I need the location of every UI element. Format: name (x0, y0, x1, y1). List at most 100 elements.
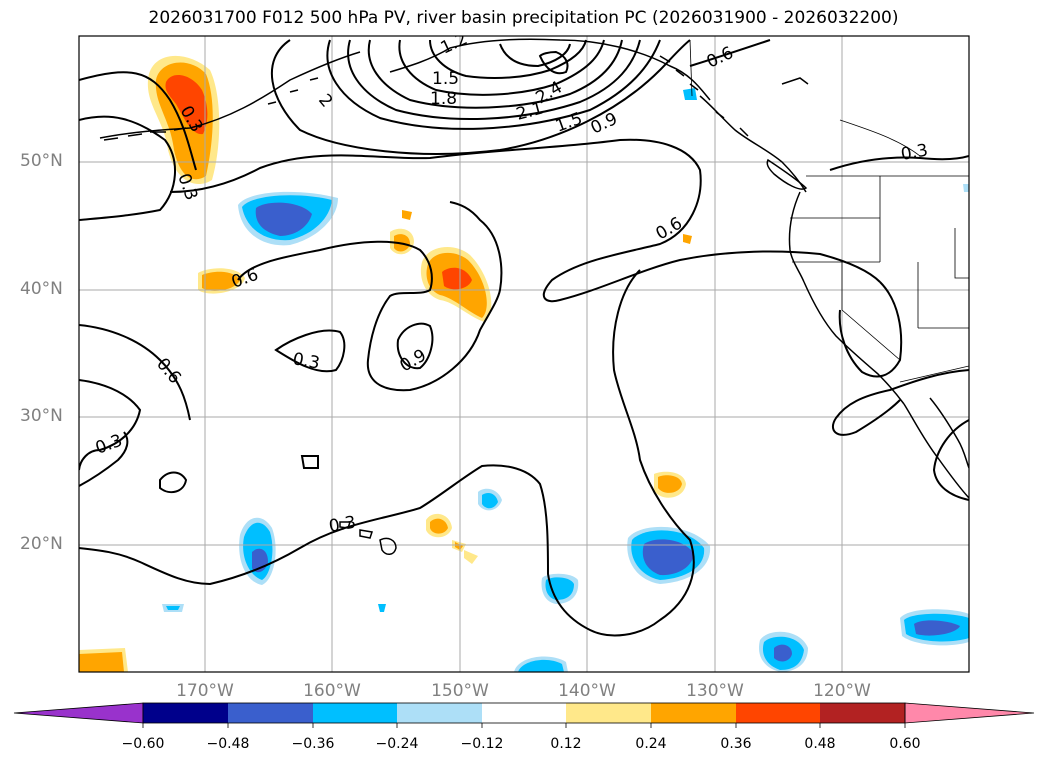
precip-negative-region (378, 604, 386, 612)
lon-label-170w: 170°W (176, 681, 234, 701)
island-arc (267, 77, 319, 105)
gulf-of-california-coast (929, 397, 969, 469)
precip-positive-region (658, 475, 682, 493)
baja-outer-coast (903, 403, 969, 499)
colorbar-bin-neg024 (397, 703, 482, 723)
political-boundaries (689, 39, 969, 383)
canada-province-border (839, 119, 921, 157)
contour-label: 0.3 (899, 141, 929, 165)
us-mexico-border (899, 365, 969, 383)
colorbar-tick-label: −0.24 (375, 736, 419, 752)
pv-contour-0.3-loop (274, 329, 346, 373)
colorbar-tick-label: −0.60 (121, 736, 165, 752)
pv-contour-0.3-baja (831, 369, 969, 436)
map-panel: 1.2 1.5 1.8 2.1 2.4 1.5 0.9 0.6 0.3 0.3 … (78, 35, 970, 673)
contour-label: 1.5 (432, 69, 459, 89)
pv-contour-0.3-sw (79, 431, 129, 487)
pv-contour-0.6-cutoff (237, 201, 503, 392)
colorbar-bin-pos024 (651, 703, 736, 723)
pacific-nw-coast (788, 191, 805, 283)
hawaii-maui (359, 529, 373, 539)
precip-positive-region (464, 550, 478, 564)
vancouver-island (766, 158, 808, 190)
pv-contour-inner (499, 43, 571, 68)
colorbar-bin-pos036 (736, 703, 820, 723)
precip-negative-region (166, 606, 180, 610)
precip-negative-region (642, 539, 694, 576)
colorbar-bin-neutral (482, 703, 566, 723)
lat-label-30n: 30°N (20, 406, 63, 426)
alaska-peninsula-coast (99, 51, 361, 139)
precip-negative-region (482, 493, 498, 509)
pv-contour-0.9-closed (396, 322, 434, 370)
pv-contour-small-a (159, 471, 188, 494)
contour-label: 0.3 (291, 349, 321, 373)
nunivak-island (781, 77, 809, 85)
montana-border (954, 228, 969, 279)
precip-negative-region (963, 184, 969, 192)
lat-label-50n: 50°N (20, 151, 63, 171)
colorbar-frame (142, 702, 906, 724)
colorbar-bin-neg036 (313, 703, 397, 723)
precip-positive-region (683, 234, 692, 244)
precip-negative-region (518, 659, 564, 672)
colorbar (13, 702, 1035, 728)
precip-negative-region (545, 577, 574, 600)
pv-contour-0.6-north (79, 71, 197, 171)
colorbar-bin-neg048 (228, 703, 313, 723)
map-frame (78, 35, 970, 673)
precip-positive-region (402, 210, 412, 220)
colorbar-tick-label: −0.12 (460, 736, 504, 752)
pv-contour-1.5 (347, 39, 641, 121)
pv-contour-0.3-western (79, 379, 142, 471)
precip-positive-region (79, 652, 124, 672)
colorbar-bin-pos012 (566, 703, 651, 723)
pv-contour-0.6-trough (169, 138, 881, 303)
colorbar-tick-label: 0.48 (804, 736, 836, 752)
pv-contour-0.3-se (932, 419, 969, 501)
colorbar-tick-label: 0.36 (720, 736, 752, 752)
lon-label-160w: 160°W (303, 681, 361, 701)
pv-contour-2.1 (398, 39, 605, 96)
colorbar-tick-label: −0.36 (291, 736, 335, 752)
pv-contour-1.8 (367, 39, 623, 109)
pv-contour-1.2 (326, 39, 661, 130)
precip-negative-region (774, 644, 792, 662)
colorbar-under-triangle (13, 702, 144, 724)
precip-positive-region (165, 75, 208, 135)
colorbar-tick-label: 0.12 (550, 736, 582, 752)
pv-contour-0.6-ridge-east (689, 39, 771, 67)
lon-label-150w: 150°W (431, 681, 489, 701)
lon-label-140w: 140°W (558, 681, 616, 701)
precip-positive-region (430, 518, 448, 534)
precip-negative-region (914, 620, 960, 636)
pv-contours (79, 39, 969, 637)
pv-contour-0.6-outer-west (79, 324, 191, 421)
pv-contour-small-b (300, 455, 319, 469)
lat-label-20n: 20°N (20, 534, 63, 554)
lat-label-40n: 40°N (20, 279, 63, 299)
colorbar-tick-label: 0.60 (889, 736, 921, 752)
pv-contour-0.3-ne (829, 155, 969, 171)
pv-contour-2.4 (429, 39, 587, 79)
precip-negative-region (255, 202, 312, 236)
precip-positive-region (202, 271, 240, 291)
colorbar-tick-label: 0.24 (635, 736, 667, 752)
aleutian-islands (103, 127, 187, 141)
pv-contour-0.3-west (79, 115, 176, 221)
hawaii-island (379, 537, 397, 555)
colorbar-bin-pos048 (820, 703, 905, 723)
pv-contour-0.6-east-loop (838, 281, 903, 378)
map-title: 2026031700 F012 500 hPa PV, river basin … (148, 8, 899, 28)
graticule (79, 36, 969, 672)
alaska-canada-border (689, 39, 693, 97)
precip-positive-region (442, 267, 472, 290)
lon-label-120w: 120°W (813, 681, 871, 701)
lon-label-130w: 130°W (686, 681, 744, 701)
contour-label: 1.8 (430, 89, 457, 109)
colorbar-tick-label: −0.48 (206, 736, 250, 752)
pv-contour-core (538, 50, 569, 75)
precip-positive-region (455, 542, 463, 550)
precip-negative-region (683, 88, 697, 100)
pv-contour-0.6-subtropical (79, 269, 695, 637)
